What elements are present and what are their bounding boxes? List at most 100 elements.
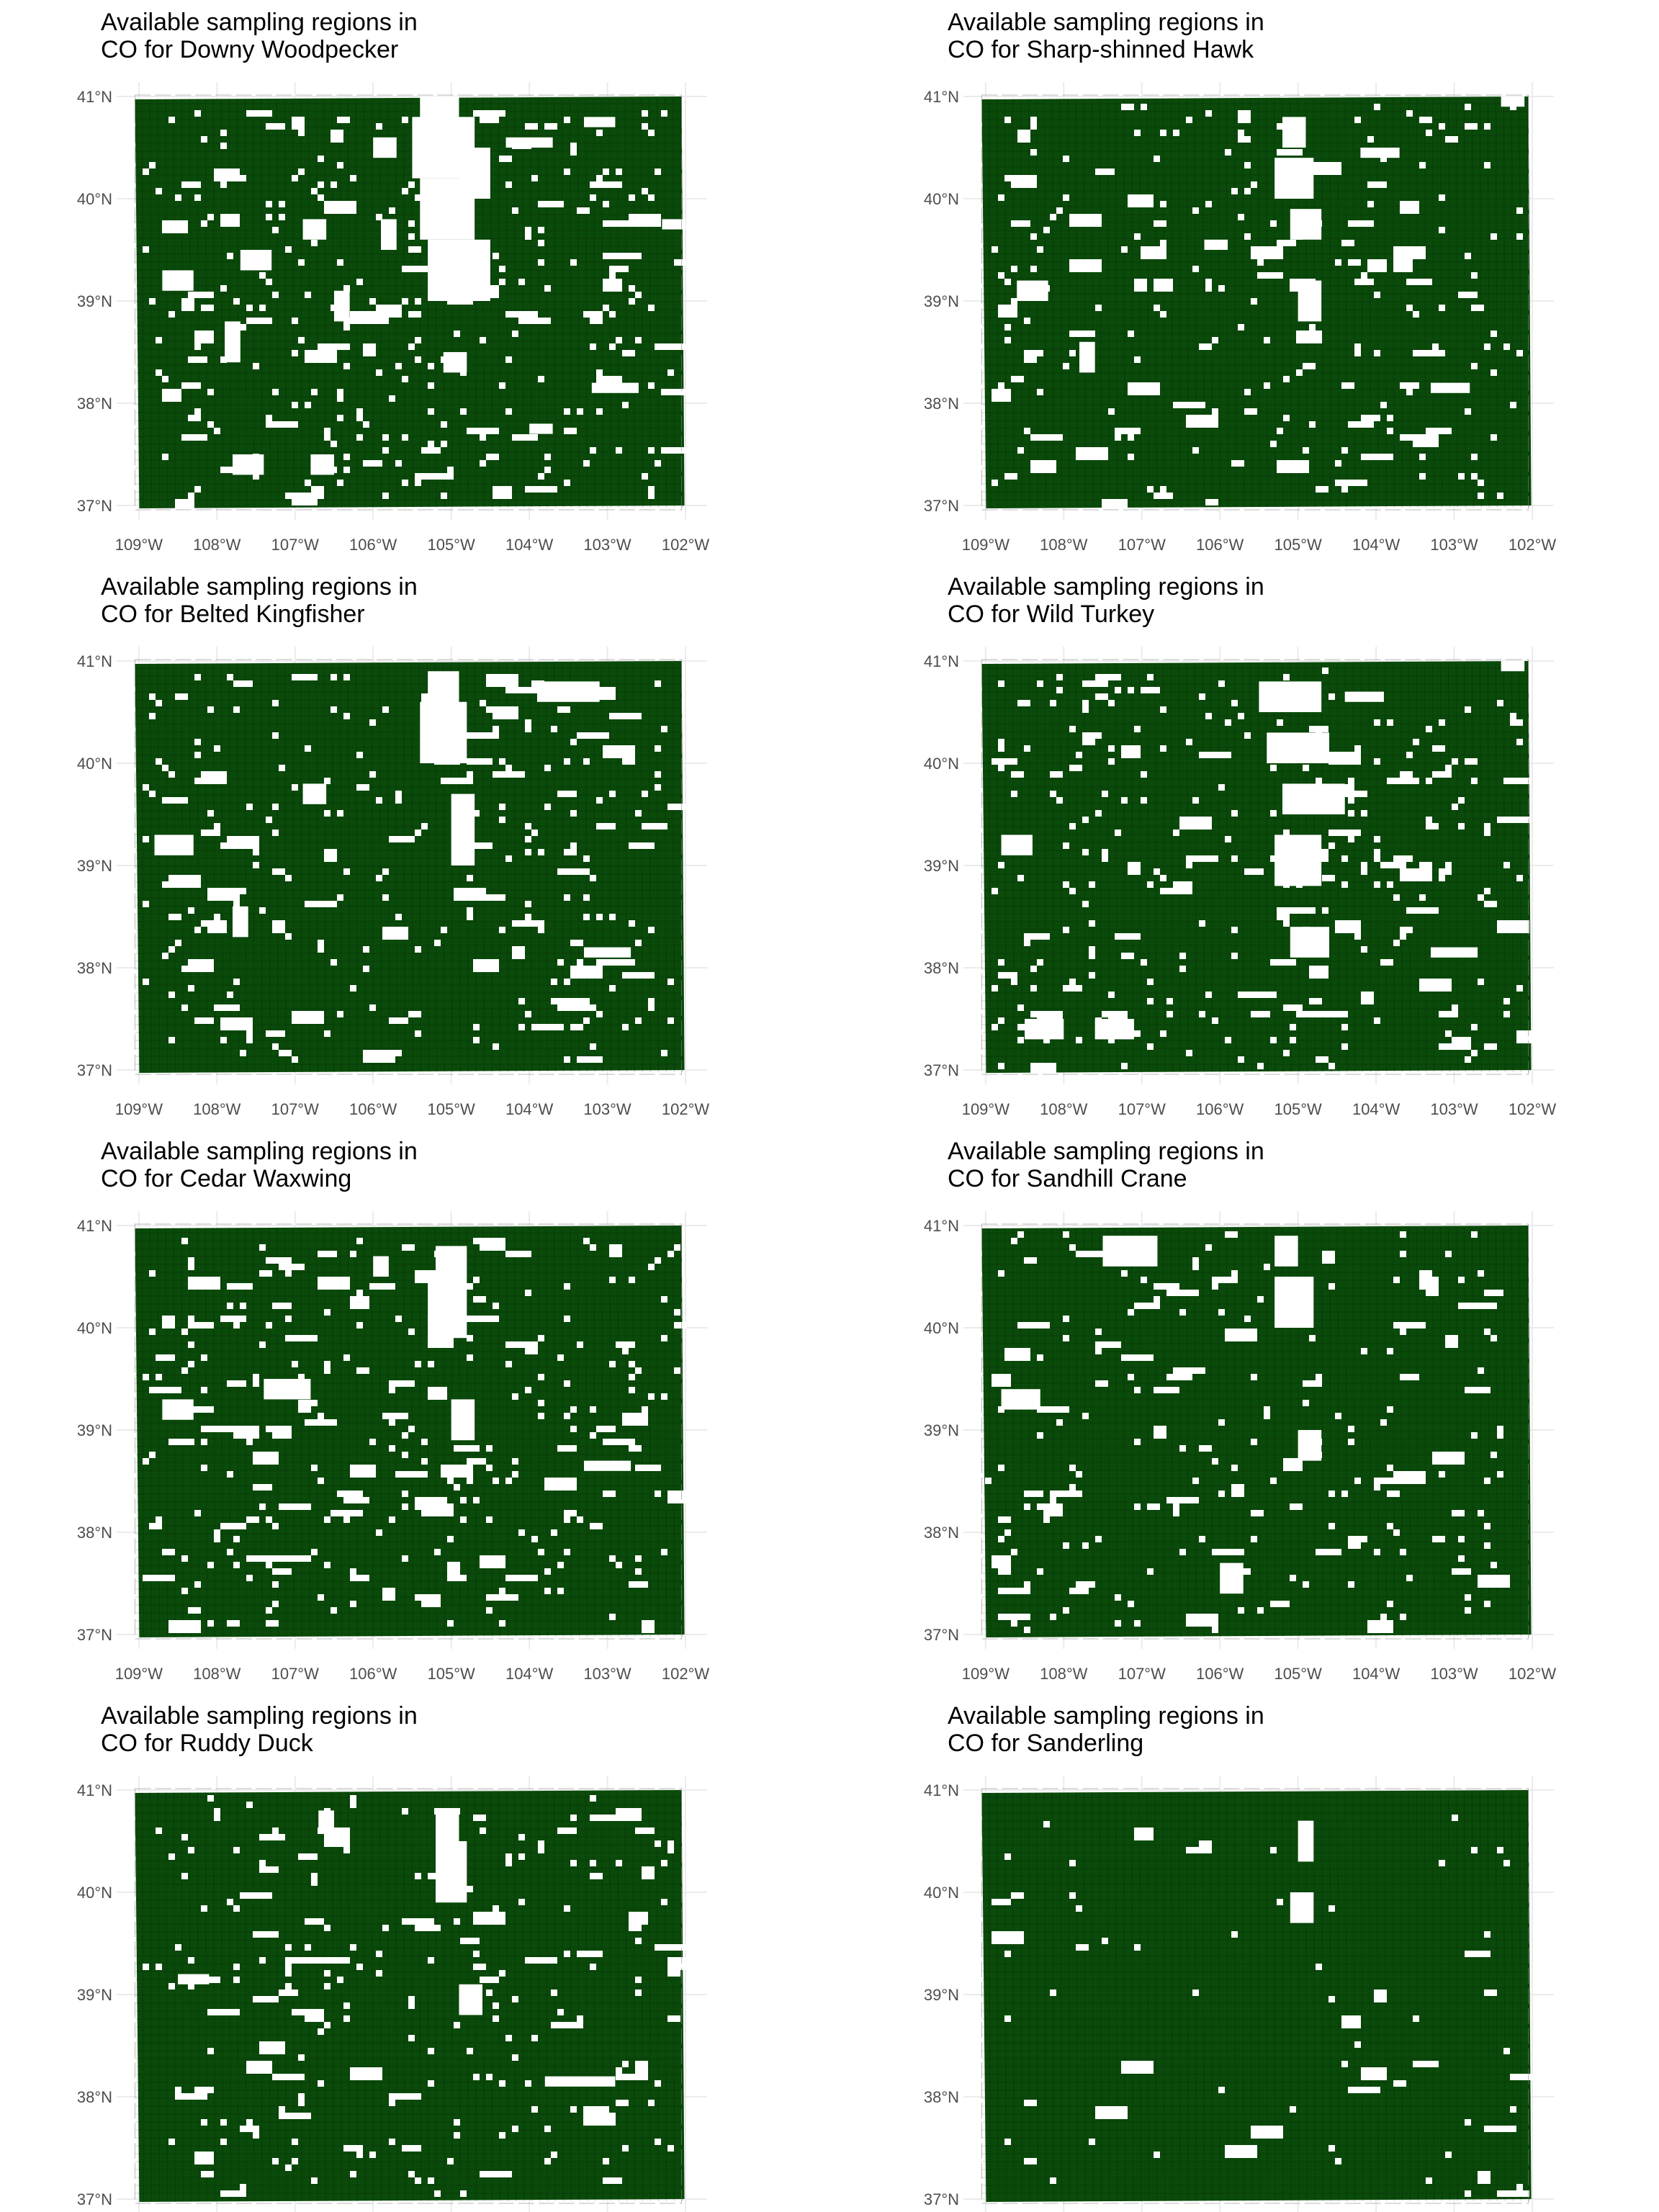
- unavailable-cell: [1431, 382, 1470, 393]
- unavailable-cell: [188, 1847, 194, 1853]
- latitude-tick-label: 39°N: [77, 857, 112, 875]
- unavailable-cell: [415, 311, 421, 318]
- unavailable-cells: [992, 661, 1542, 1076]
- unavailable-cell: [285, 246, 292, 253]
- unavailable-cell: [1361, 810, 1367, 817]
- unavailable-cell: [343, 674, 350, 680]
- latitude-tick-label: 38°N: [924, 395, 959, 413]
- unavailable-cell: [389, 1387, 395, 1393]
- sampling-grid-line: [1471, 662, 1474, 1073]
- unavailable-cell: [240, 1892, 272, 1899]
- unavailable-cell: [648, 305, 655, 311]
- unavailable-cell: [1290, 1290, 1296, 1296]
- unavailable-cell: [194, 194, 201, 201]
- unavailable-cell: [1231, 1465, 1238, 1471]
- sampling-grid-line: [236, 662, 239, 1073]
- unavailable-cell: [629, 1925, 642, 1931]
- unavailable-cell: [486, 1465, 493, 1471]
- unavailable-cell: [350, 1251, 356, 1257]
- sampling-grid-line: [1352, 98, 1355, 508]
- sampling-grid-line: [608, 1791, 611, 2202]
- unavailable-cell: [447, 253, 473, 266]
- unavailable-cell: [311, 1400, 318, 1406]
- sampling-grid-line: [545, 98, 548, 508]
- unavailable-cell: [1257, 272, 1283, 279]
- unavailable-cell: [402, 434, 408, 441]
- unavailable-cell: [143, 979, 149, 985]
- unavailable-cell: [1484, 1990, 1497, 1996]
- unavailable-cell: [1393, 894, 1400, 901]
- available-region: [135, 96, 685, 508]
- unavailable-cell: [1205, 1244, 1212, 1251]
- unavailable-cell: [279, 1264, 285, 1270]
- sampling-grid-line: [553, 1227, 556, 1637]
- unavailable-cell: [1478, 493, 1484, 499]
- unavailable-cell: [1296, 369, 1303, 376]
- unavailable-cell: [1439, 1860, 1445, 1866]
- unavailable-cell: [1257, 1510, 1264, 1516]
- sampling-grid-line: [1352, 1791, 1355, 2202]
- unavailable-cell: [408, 311, 415, 318]
- unavailable-cell: [1367, 181, 1387, 188]
- unavailable-cell: [1244, 188, 1251, 194]
- unavailable-cell: [188, 493, 194, 499]
- unavailable-cell: [324, 2022, 331, 2028]
- unavailable-cell: [454, 1445, 480, 1452]
- unavailable-cell: [298, 1374, 305, 1380]
- unavailable-cell: [181, 1328, 188, 1335]
- unavailable-cell: [505, 1860, 512, 1866]
- unavailable-cell: [1160, 1030, 1166, 1037]
- unavailable-cell: [1037, 1432, 1043, 1439]
- unavailable-cell: [998, 739, 1004, 745]
- unavailable-cell: [1283, 1004, 1303, 1011]
- unavailable-cell: [1082, 1413, 1089, 1419]
- sampling-grid-line: [569, 98, 572, 508]
- unavailable-cell: [302, 219, 327, 240]
- unavailable-cell: [518, 318, 551, 324]
- unavailable-cell: [1484, 1601, 1491, 1607]
- unavailable-cell: [376, 1529, 382, 1536]
- unavailable-cell: [1205, 713, 1212, 719]
- sampling-grid-line: [395, 98, 397, 508]
- unavailable-cell: [1115, 1620, 1121, 1627]
- unavailable-cell: [298, 130, 305, 136]
- unavailable-cell: [1497, 1432, 1503, 1439]
- unavailable-cell: [635, 1445, 642, 1452]
- unavailable-cell: [415, 2177, 421, 2184]
- sampling-grid-line: [1051, 662, 1054, 1073]
- unavailable-cell: [505, 311, 538, 318]
- unavailable-cell: [642, 1866, 655, 1879]
- sampling-grid-line: [996, 662, 999, 1073]
- unavailable-cell: [233, 2009, 240, 2015]
- unavailable-cell: [350, 2067, 382, 2080]
- sampling-grid-line: [1178, 662, 1181, 1073]
- unavailable-cell: [194, 486, 201, 493]
- sampling-grid-line: [537, 1227, 540, 1637]
- longitude-tick-label: 106°W: [1196, 536, 1244, 554]
- unavailable-cell: [337, 1977, 343, 1983]
- unavailable-cell: [1076, 1905, 1082, 1912]
- unavailable-cell: [1303, 447, 1309, 454]
- unavailable-cell: [1316, 1439, 1322, 1445]
- latitude-tick-label: 38°N: [77, 395, 112, 413]
- unavailable-cell: [1322, 875, 1335, 881]
- unavailable-cell: [1374, 881, 1380, 888]
- sampling-grid-line: [1511, 662, 1514, 1073]
- sampling-grid-line: [141, 98, 144, 508]
- unavailable-cell: [207, 389, 214, 395]
- sampling-grid-line: [648, 1791, 651, 2202]
- unavailable-cell: [298, 2093, 305, 2100]
- unavailable-cell: [531, 1575, 538, 1581]
- unavailable-cell: [1017, 1322, 1050, 1328]
- unavailable-cell: [402, 2145, 421, 2152]
- unavailable-cell: [1024, 940, 1030, 946]
- unavailable-cell: [1484, 123, 1491, 130]
- unavailable-cell: [1431, 947, 1478, 958]
- sampling-grid-line: [220, 1791, 223, 2202]
- unavailable-cell: [1335, 1413, 1341, 1419]
- unavailable-cell: [1121, 1063, 1128, 1069]
- panel-title-line2: CO for Cedar Waxwing: [101, 1165, 351, 1192]
- unavailable-cell: [583, 758, 590, 765]
- unavailable-cell: [214, 1815, 220, 1821]
- unavailable-cell: [1030, 1011, 1037, 1017]
